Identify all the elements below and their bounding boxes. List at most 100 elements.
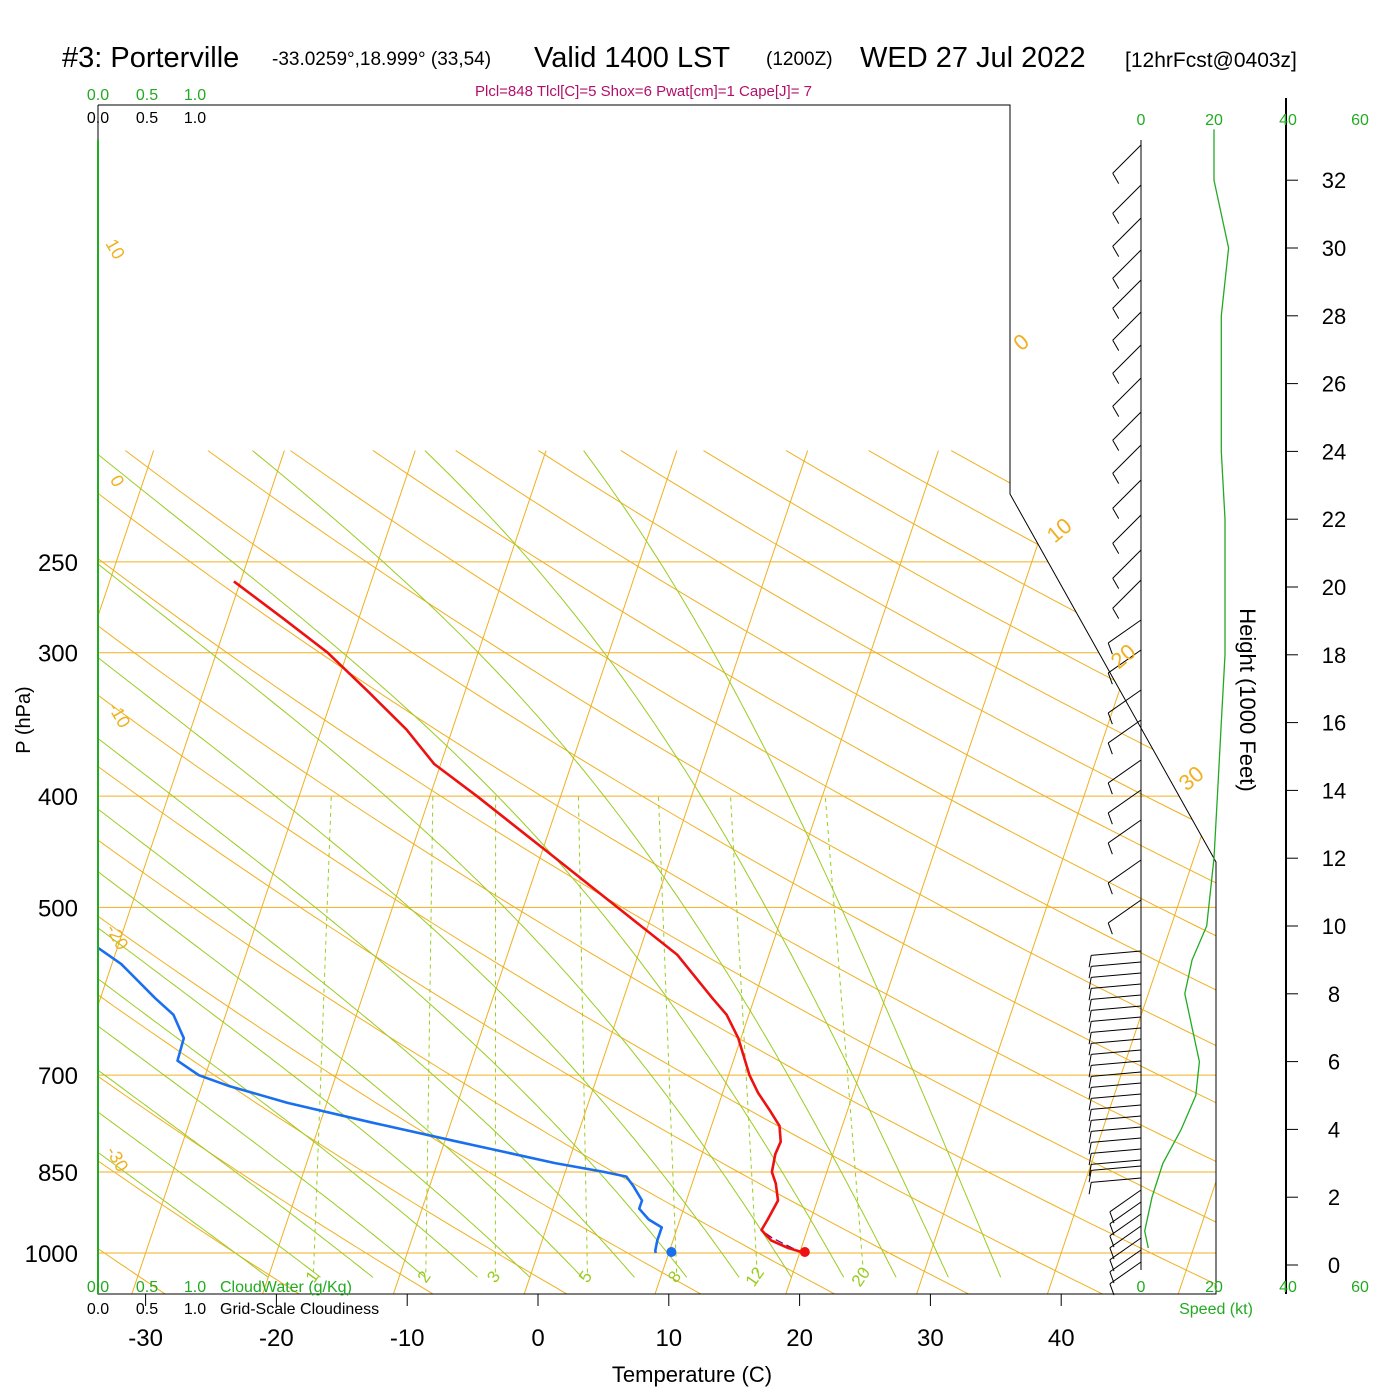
cloudiness-scale-top: 0.5 [136,110,158,127]
wind-barb-flag [1088,966,1092,979]
isotherm [98,450,285,1294]
wind-barb-flag [1088,1065,1092,1078]
wind-barb-staff [1112,344,1142,374]
wind-barb-staff [1112,411,1142,441]
moist-adiabat [98,450,583,1278]
wind-barb-flag [1107,882,1113,895]
pressure-tick-label: 700 [38,1063,78,1090]
wind-barb-flag [1109,1247,1115,1260]
mixing-ratio-label: 12 [742,1264,768,1290]
wind-barb-staff [1091,1148,1142,1154]
valid-date: WED 27 Jul 2022 [860,42,1086,74]
dry-adiabat [98,450,176,1294]
speed-tick-bottom: 40 [1279,1279,1297,1296]
isobars [98,561,1216,1254]
wind-barb-staff [1091,1093,1142,1099]
mixing-ratio-label: 5 [575,1268,596,1287]
speed-tick-bottom: 60 [1351,1279,1369,1296]
utc-time: (1200Z) [766,49,833,70]
wind-barb-staff [1091,1005,1142,1011]
isotherm [0,451,23,1301]
wind-barb-staff [1112,311,1142,341]
wind-barb-staff [1091,1071,1142,1077]
wind-barb-staff [1112,549,1142,579]
mixing-ratio-line [824,796,864,1273]
wind-barb-staff [1109,1201,1142,1225]
dry-adiabat-label: -30 [102,1143,132,1176]
valid-time: Valid 1400 LST [534,42,731,74]
mixing-ratio-label: 20 [848,1264,874,1290]
mixing-ratio-lines [313,796,864,1273]
wind-barb-staff [1091,994,1142,1000]
wind-barb-staff [1107,789,1142,814]
wind-barb-staff [1109,1261,1142,1285]
wind-barb-staff [1112,279,1142,309]
moist-adiabat [98,450,740,1278]
speed-label: Speed (kt) [1179,1301,1253,1318]
pressure-tick-label: 850 [38,1160,78,1187]
wind-barb-staff [1091,1104,1142,1110]
wind-barb-flag [1112,473,1120,484]
wind-barb-flag [1088,1131,1092,1144]
isotherm [652,450,939,1294]
wind-barb-flag [1107,712,1113,725]
wind-barb-flag [1088,1021,1092,1034]
dry-adiabat-label: -10 [104,699,134,732]
wind-barb-staff [1112,479,1142,509]
wind-barb-staff [1091,1016,1142,1022]
forecast-info: [12hrFcst@0403z] [1125,49,1297,72]
moist-adiabat [424,450,949,1278]
wind-barb-staff [1112,444,1142,474]
wind-barb-staff [1107,819,1142,844]
pressure-tick-label: 1000 [25,1241,78,1268]
isotherm [390,450,678,1294]
wind-barb-staff [1107,719,1142,744]
moist-adiabat [98,450,531,1278]
wind-barb-staff [1107,859,1142,884]
height-tick-label: 4 [1328,1117,1340,1142]
wind-barb-flag [1112,543,1120,554]
mixing-ratio-line [577,796,588,1273]
wind-barb-flag [1107,742,1113,755]
plot-frame [97,104,1217,1295]
pressure-tick-label: 500 [38,895,78,922]
moist-adiabat [98,450,426,1278]
wind-barb-staff [1112,217,1142,247]
wind-barb-flag [1112,308,1120,319]
wind-barb-flag [1107,922,1113,935]
wind-barb-flag [1088,1164,1092,1177]
dry-adiabat-label: 10 [102,235,129,262]
cloudiness-scale-top: 1.0 [184,110,206,127]
wind-barb-flag [1109,1223,1115,1236]
wind-barb-flag [1112,578,1120,589]
dry-adiabat [98,450,1216,1294]
wind-barbs [1088,144,1142,1296]
pressure-tick-label: 250 [38,550,78,577]
height-tick-label: 32 [1322,168,1346,193]
height-tick-label: 14 [1322,778,1346,803]
height-tick-label: 24 [1322,439,1346,464]
wind-barb-staff [1091,1082,1142,1088]
dry-adiabat [455,450,1216,1294]
isotherm-label: 10 [1042,513,1077,548]
dry-adiabat-label: -20 [102,921,132,954]
wind-barb-staff [1112,144,1142,174]
wind-barb-staff [1107,759,1142,784]
wind-barb-staff [1091,983,1142,989]
isotherm-label: 30 [1174,761,1209,796]
wind-barb-flag [1112,440,1120,451]
isotherm [129,450,416,1294]
moist-adiabat [252,450,897,1278]
profiles [98,580,810,1258]
sounding-parameters: Plcl=848 Tlcl[C]=5 Shox=6 Pwat[cm]=1 Cap… [475,83,812,100]
wind-barb-flag [1107,812,1113,825]
cloudwater-scale-bottom: 0.5 [136,1279,158,1296]
speed-tick-top: 60 [1351,112,1369,129]
temperature-tick-label: -10 [390,1325,425,1352]
height-tick-label: 2 [1328,1185,1340,1210]
height-tick-label: 16 [1322,711,1346,736]
height-tick-label: 20 [1322,575,1346,600]
dry-adiabat [703,450,1216,1294]
temperature-tick-label: -30 [128,1325,163,1352]
wind-barb-flag [1112,508,1120,519]
